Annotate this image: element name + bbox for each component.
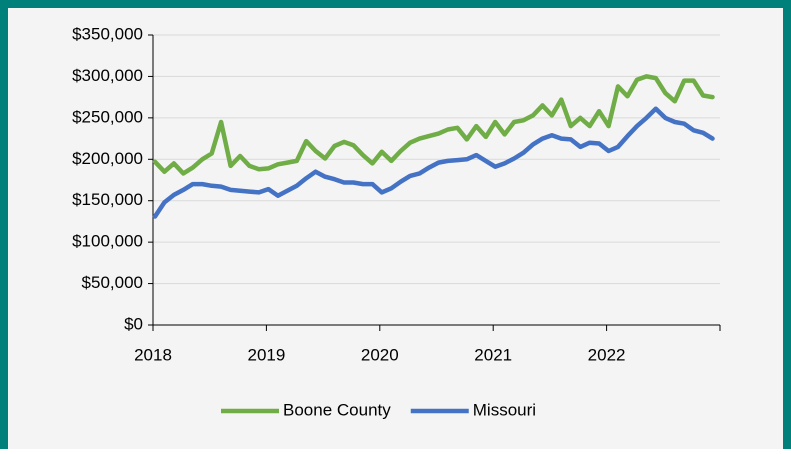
y-tick-label: $300,000: [72, 66, 143, 85]
series-line: [152, 74, 715, 176]
legend-label: Boone County: [283, 400, 391, 419]
legend-label: Missouri: [473, 400, 536, 419]
y-tick-label: $50,000: [82, 273, 143, 292]
x-tick-label: 2019: [247, 345, 285, 364]
x-tick-label: 2020: [361, 345, 399, 364]
y-tick-label: $100,000: [72, 232, 143, 251]
y-tick-label: $150,000: [72, 190, 143, 209]
x-tick-label: 2021: [474, 345, 512, 364]
chart: $0 $50,000 $100,000 $150,000 $200,000 $250,00…: [72, 24, 721, 419]
y-tick-label: $0: [124, 314, 143, 333]
series-line: [152, 106, 715, 219]
x-tick-label: 2022: [588, 345, 626, 364]
y-tick-label: $200,000: [72, 149, 143, 168]
y-tick-label: $250,000: [72, 107, 143, 126]
x-tick-label: 2018: [134, 345, 172, 364]
y-tick-label: $350,000: [72, 24, 143, 43]
